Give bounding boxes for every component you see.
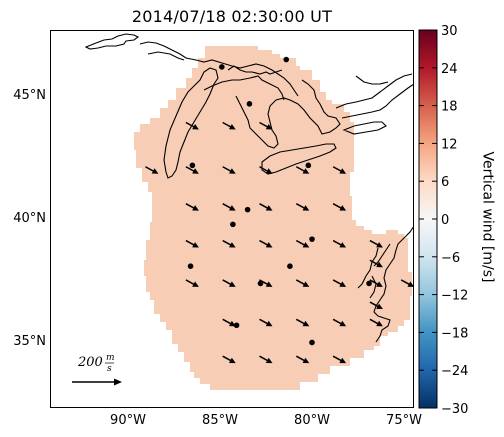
colorbar-tick-label: 30	[441, 24, 458, 39]
wind-vector-arrow	[259, 239, 273, 248]
wind-vector-arrow	[185, 203, 199, 211]
station-marker	[283, 56, 290, 63]
wind-vector-arrow	[222, 166, 236, 174]
colorbar-ticks: 30 24 18 12 6 0 −6 −12 −18 −24 −30	[419, 24, 468, 417]
colorbar-tick-label: 12	[441, 137, 458, 152]
colorbar-tick-label: 18	[441, 100, 458, 115]
colorbar-label: Vertical wind [m/s]	[478, 151, 495, 283]
wind-vector-arrow	[185, 239, 199, 248]
reference-vector-unit-denominator: s	[107, 364, 112, 374]
station-marker	[244, 206, 251, 213]
colorbar-tick-label: 0	[441, 213, 449, 228]
station-marker	[366, 280, 372, 287]
station-marker	[309, 236, 315, 242]
wind-vector-arrow	[295, 355, 310, 364]
wind-vector-arrow	[259, 203, 273, 211]
wind-vector-arrow	[295, 318, 310, 327]
station-marker	[309, 339, 315, 346]
wind-vector-arrow	[222, 203, 236, 211]
colorbar-tick-label: −30	[441, 402, 468, 417]
station-marker	[187, 263, 194, 270]
latitude-tick-label: 40°N	[13, 211, 46, 226]
wind-vector-arrow	[259, 355, 273, 364]
wind-vector-arrow	[332, 318, 347, 327]
wind-vector-arrow	[332, 279, 347, 287]
wind-vector-arrow	[222, 239, 236, 248]
station-marker	[305, 162, 312, 169]
wind-vector-arrow	[369, 259, 383, 268]
wind-vector-arrow	[222, 279, 236, 287]
station-marker	[287, 263, 293, 270]
colorbar-tick-label: 6	[441, 175, 449, 190]
latitude-ticks: 45°N 40°N 35°N	[13, 88, 46, 349]
wind-vector-arrow	[295, 166, 310, 174]
wind-vector-arrow	[400, 279, 415, 287]
wind-vector-arrow	[222, 355, 236, 364]
wind-vector-arrow	[369, 239, 383, 248]
wind-vector-arrow	[332, 355, 347, 364]
wind-vector-arrow	[259, 318, 273, 327]
colorbar-tick-label: 24	[441, 62, 458, 77]
station-marker	[189, 162, 196, 169]
wind-vector-arrow	[295, 203, 310, 211]
reference-vector-unit-numerator: m	[106, 353, 115, 363]
wind-field-region	[134, 46, 412, 390]
wind-vectors	[145, 121, 415, 364]
wind-vector-arrow	[295, 279, 310, 287]
longitude-tick-label: 85°W	[202, 413, 238, 428]
wind-vector-arrow	[295, 239, 310, 248]
colorbar-tick-label: −12	[441, 289, 468, 304]
wind-vector-arrow	[185, 166, 199, 174]
colorbar-tick-label: −24	[441, 364, 468, 379]
longitude-ticks: 90°W 85°W 80°W 75°W	[110, 413, 422, 428]
map-title: 2014/07/18 02:30:00 UT	[131, 7, 333, 26]
wind-vector-arrow	[332, 203, 347, 211]
station-marker	[233, 322, 240, 329]
wind-vector-arrow	[369, 301, 383, 310]
colorbar-tick-label: −18	[441, 326, 468, 341]
wind-vector-arrow	[222, 121, 236, 130]
stations	[187, 56, 372, 346]
latitude-tick-label: 45°N	[13, 88, 46, 103]
station-marker	[219, 64, 225, 70]
wind-vector-arrow	[222, 318, 236, 327]
wind-vector-arrow	[332, 239, 347, 248]
map-frame	[50, 30, 414, 408]
wind-vector-arrow	[259, 279, 273, 287]
coastlines	[84, 33, 414, 343]
longitude-tick-label: 80°W	[294, 413, 330, 428]
wind-vector-arrow	[145, 166, 159, 174]
wind-vector-arrow	[369, 318, 383, 327]
reference-vector-label: 200	[77, 355, 103, 370]
station-marker	[230, 221, 236, 228]
wind-vector-arrow	[369, 279, 383, 287]
longitude-tick-label: 90°W	[110, 413, 146, 428]
wind-vector-arrow	[259, 166, 273, 174]
wind-vector-arrow	[185, 121, 199, 130]
reference-vector	[72, 378, 122, 386]
latitude-tick-label: 35°N	[13, 334, 46, 349]
wind-vector-arrow	[259, 121, 273, 130]
longitude-tick-label: 75°W	[386, 413, 422, 428]
station-marker	[246, 101, 253, 107]
colorbar-tick-label: −6	[441, 251, 460, 266]
wind-vector-arrow	[332, 166, 347, 174]
wind-vector-arrow	[185, 279, 199, 287]
